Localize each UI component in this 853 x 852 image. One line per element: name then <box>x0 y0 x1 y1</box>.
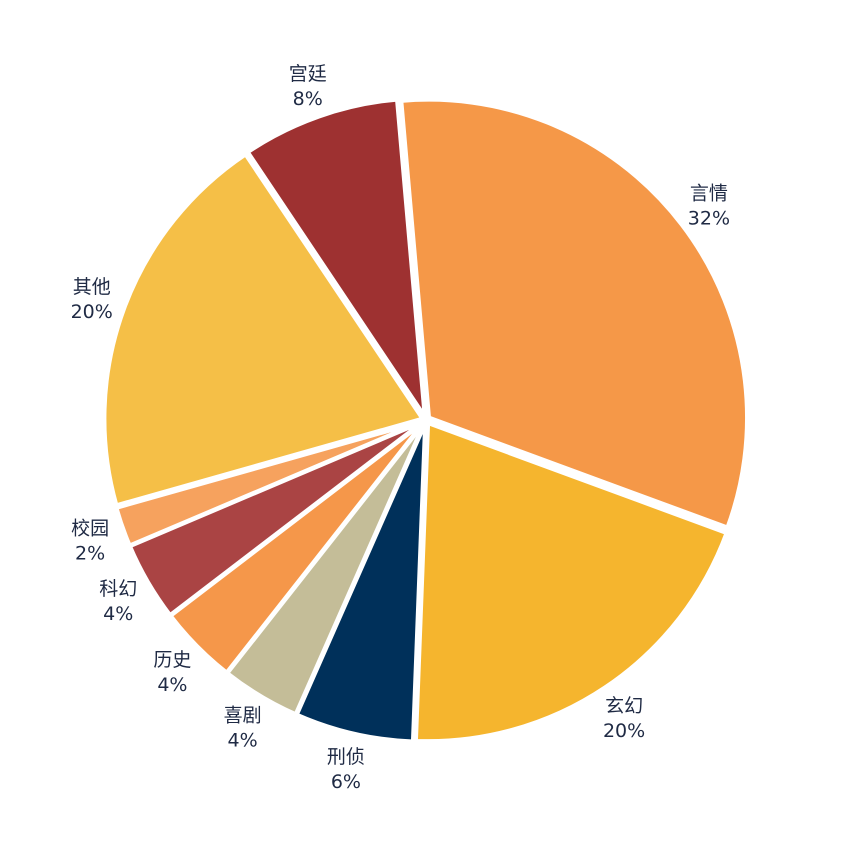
slice-category-label: 刑侦 <box>327 746 365 768</box>
labels-layer: 言情 32% 玄幻 20% 刑侦 6% 喜剧 4% 历史 4% 科幻 4% 校园 2% 其他 20% 宫廷 8% <box>71 63 730 793</box>
slice-percent-label: 2% <box>75 542 105 564</box>
slice-percent-label: 20% <box>71 301 113 323</box>
slice-label-8: 其他 20% <box>71 276 113 323</box>
slice-percent-label: 4% <box>157 674 187 696</box>
slice-percent-label: 4% <box>228 729 258 751</box>
pie-slice-9 <box>245 97 427 419</box>
slice-percent-label: 20% <box>603 720 645 742</box>
slice-category-label: 校园 <box>71 517 109 539</box>
slice-percent-label: 8% <box>293 88 323 110</box>
pie-slice-1 <box>399 97 750 530</box>
pie-slice-2 <box>413 421 729 744</box>
slice-label-2: 玄幻 20% <box>603 695 645 742</box>
slice-category-label: 历史 <box>153 649 191 671</box>
slice-category-label: 科幻 <box>99 578 137 600</box>
slice-category-label: 玄幻 <box>605 695 643 717</box>
pie-slice-8 <box>102 152 425 508</box>
slice-label-1: 言情 32% <box>688 183 730 230</box>
slice-percent-label: 4% <box>103 603 133 625</box>
slice-label-4: 喜剧 4% <box>224 704 262 751</box>
slice-label-3: 刑侦 6% <box>327 746 365 793</box>
slice-label-6: 科幻 4% <box>99 578 137 625</box>
pie-slice-3 <box>294 421 428 744</box>
pie-slice-7 <box>114 419 425 548</box>
slices-layer <box>102 97 750 744</box>
slice-percent-label: 6% <box>331 771 361 793</box>
slice-label-7: 校园 2% <box>71 517 109 564</box>
slice-label-9: 宫廷 8% <box>289 63 327 110</box>
slice-label-5: 历史 4% <box>153 649 191 696</box>
slice-category-label: 喜剧 <box>224 704 262 726</box>
slice-percent-label: 32% <box>688 208 730 230</box>
slice-category-label: 其他 <box>73 276 111 298</box>
slice-category-label: 言情 <box>690 183 728 205</box>
slice-category-label: 宫廷 <box>289 63 327 85</box>
